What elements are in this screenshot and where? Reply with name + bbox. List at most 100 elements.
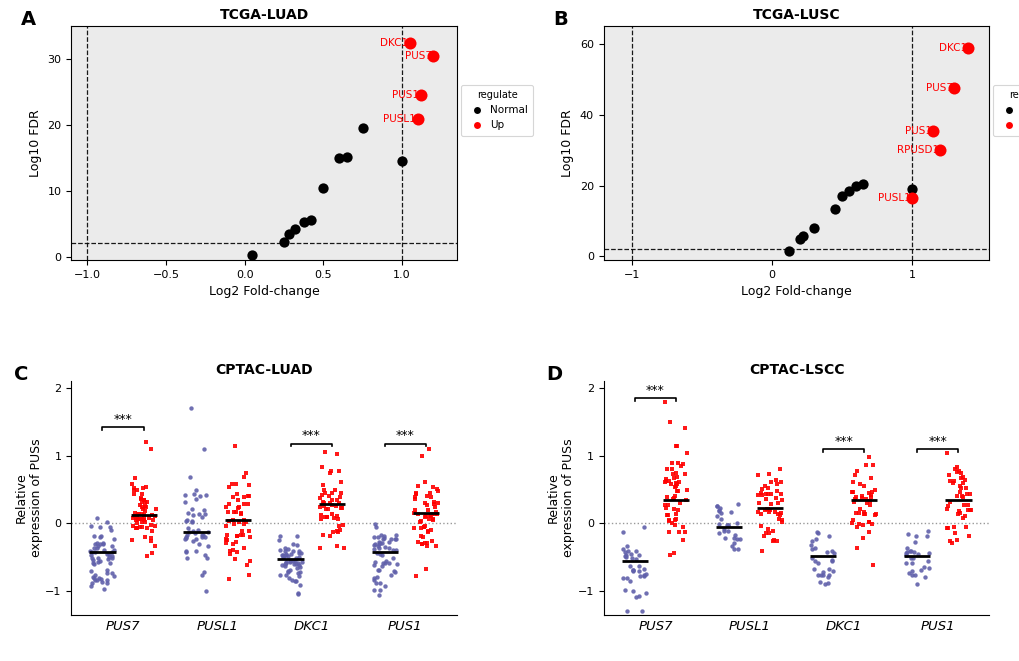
Point <box>665 547 682 558</box>
Point <box>655 500 672 510</box>
Point <box>938 523 955 533</box>
Point <box>952 473 968 483</box>
Point <box>292 547 309 558</box>
Point <box>192 491 208 502</box>
Point <box>197 509 213 520</box>
Point <box>408 489 424 500</box>
Point <box>940 501 956 512</box>
Point <box>291 562 308 572</box>
Point <box>90 553 106 563</box>
Point <box>144 548 160 559</box>
Point <box>126 508 143 518</box>
Point <box>86 555 102 565</box>
Point <box>425 499 441 510</box>
Point <box>708 511 725 522</box>
Point <box>710 504 727 515</box>
Point <box>627 553 643 564</box>
Point <box>287 576 304 586</box>
Point <box>375 533 391 543</box>
Point <box>125 513 142 524</box>
Point <box>660 515 677 525</box>
Point <box>769 498 786 508</box>
Point <box>722 507 739 518</box>
Point <box>139 551 155 562</box>
Point <box>909 549 925 559</box>
Point <box>615 547 632 558</box>
Point <box>897 550 913 561</box>
X-axis label: Log2 Fold-change: Log2 Fold-change <box>741 285 851 298</box>
Point <box>319 512 335 522</box>
Point <box>270 535 286 545</box>
Point <box>332 503 348 514</box>
Point <box>715 526 732 537</box>
Point <box>618 550 634 561</box>
Point <box>820 564 837 574</box>
Point <box>277 570 293 580</box>
Point <box>658 492 675 503</box>
Point <box>952 483 968 493</box>
Point <box>851 504 867 514</box>
Point <box>224 479 240 489</box>
Point <box>902 553 918 563</box>
Point <box>84 577 100 588</box>
Point <box>147 510 163 521</box>
Point <box>331 492 347 502</box>
Point <box>183 403 200 414</box>
Point <box>958 488 974 499</box>
Point <box>731 533 747 544</box>
Point <box>323 465 339 476</box>
Title: TCGA-LUAD: TCGA-LUAD <box>219 9 309 22</box>
Point <box>374 558 390 568</box>
Point <box>951 486 967 497</box>
Point <box>104 568 120 578</box>
Point <box>679 485 695 495</box>
Point <box>768 479 785 489</box>
Point <box>125 483 142 494</box>
Point <box>417 498 433 508</box>
Point <box>370 532 386 543</box>
Point <box>959 499 975 510</box>
Point <box>371 548 387 559</box>
Point <box>730 499 746 510</box>
Point <box>87 531 103 541</box>
Point <box>756 481 772 491</box>
Point <box>765 535 782 545</box>
Point <box>422 525 438 535</box>
Point <box>665 492 682 503</box>
Point <box>288 563 305 573</box>
Point <box>712 508 729 518</box>
Point <box>96 545 112 555</box>
Point <box>338 151 355 162</box>
Text: A: A <box>21 10 37 29</box>
Point <box>660 476 677 486</box>
Point <box>136 494 152 505</box>
Point <box>729 518 745 528</box>
Point <box>85 572 101 582</box>
Point <box>846 470 862 481</box>
Point <box>224 492 240 502</box>
Point <box>136 495 152 506</box>
Point <box>667 468 684 479</box>
Point <box>91 572 107 583</box>
Point <box>136 510 152 520</box>
Text: PUS7: PUS7 <box>405 51 431 61</box>
Point <box>614 572 631 583</box>
Point <box>187 546 204 557</box>
Point <box>635 564 651 574</box>
Point <box>89 513 105 524</box>
Point <box>865 485 881 495</box>
Point <box>657 476 674 486</box>
Point <box>227 479 244 489</box>
Point <box>671 477 687 488</box>
Point <box>954 478 970 488</box>
Point <box>768 486 785 496</box>
Point <box>665 504 682 514</box>
Point <box>631 561 647 571</box>
Point <box>89 574 105 585</box>
Point <box>187 494 204 505</box>
Point <box>860 452 876 463</box>
Point <box>674 522 690 533</box>
Point <box>753 545 769 556</box>
Point <box>224 514 240 525</box>
Point <box>277 559 293 569</box>
